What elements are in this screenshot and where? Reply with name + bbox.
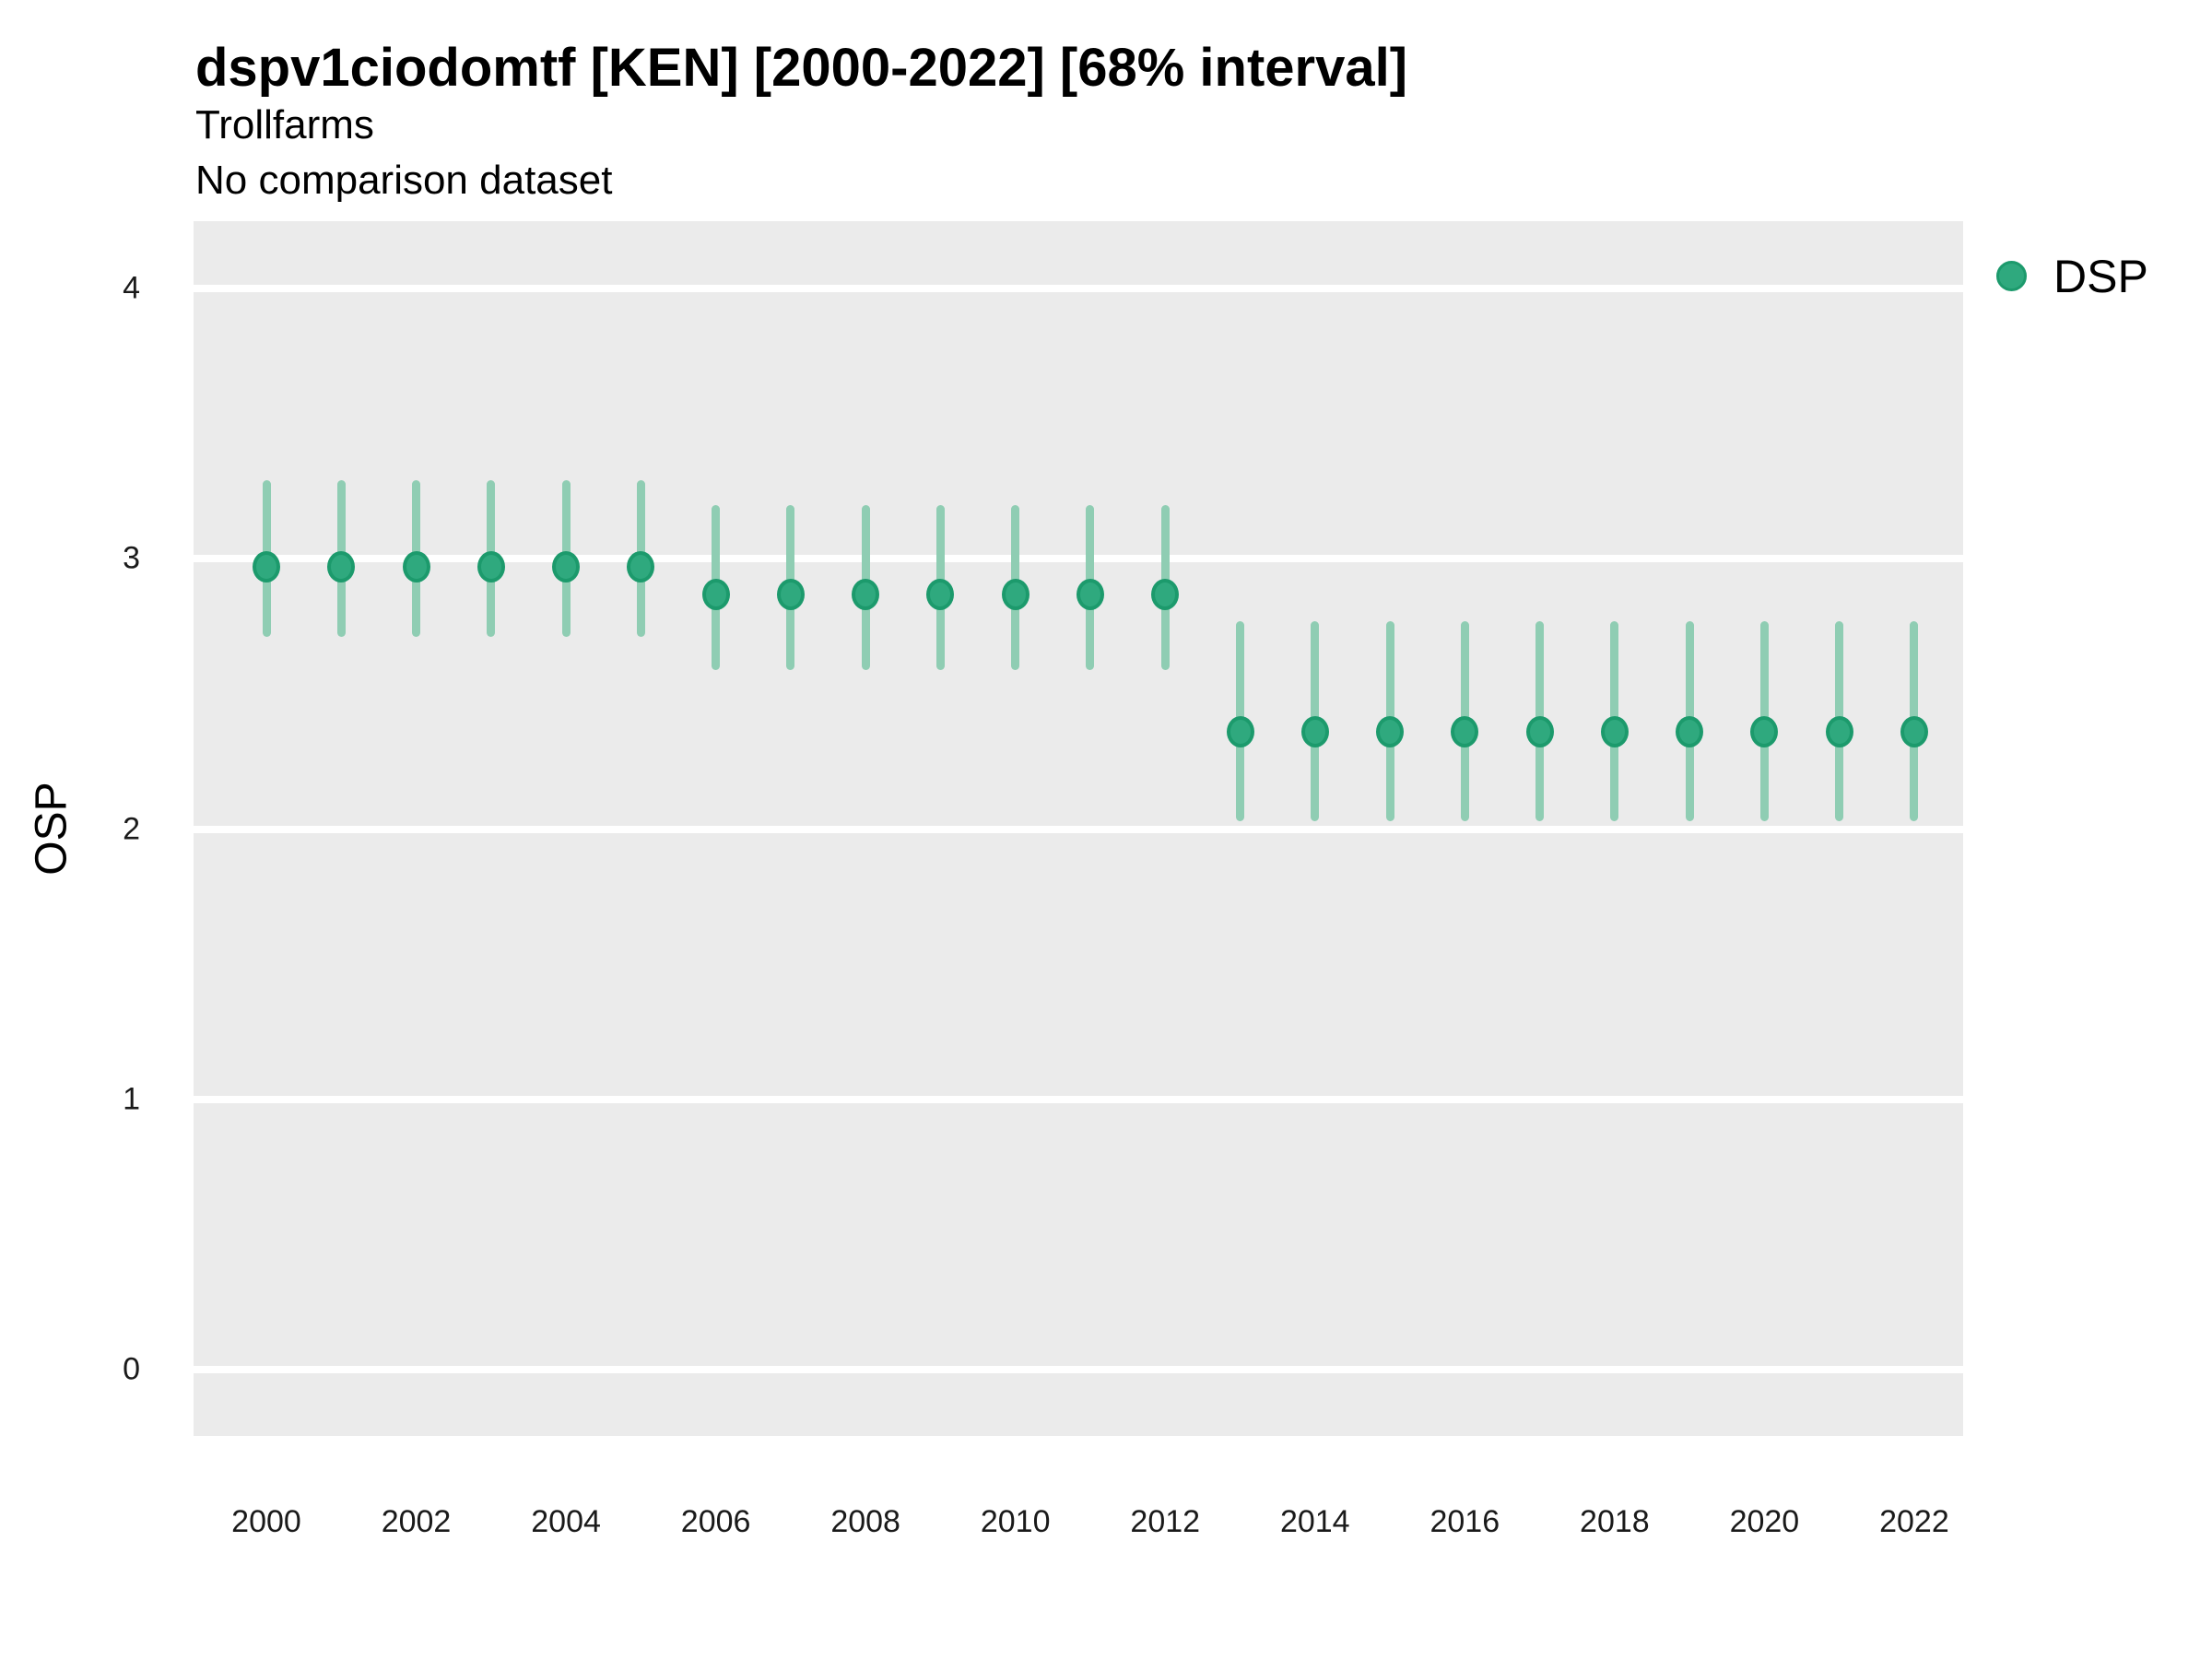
x-tick-label-2022: 2022 bbox=[1879, 1504, 1949, 1539]
x-tick-label-2016: 2016 bbox=[1430, 1504, 1500, 1539]
data-point-2015 bbox=[1376, 716, 1405, 748]
data-point-2022 bbox=[1900, 716, 1928, 748]
data-point-2017 bbox=[1525, 716, 1554, 748]
data-point-2000 bbox=[253, 551, 280, 583]
data-point-2014 bbox=[1300, 716, 1329, 748]
x-tick-label-2006: 2006 bbox=[680, 1504, 751, 1539]
data-point-2007 bbox=[776, 578, 805, 610]
y-tick-label-1: 1 bbox=[123, 1081, 140, 1117]
data-point-2019 bbox=[1676, 716, 1704, 748]
data-point-2013 bbox=[1226, 716, 1254, 748]
x-tick-label-2014: 2014 bbox=[1279, 1504, 1350, 1539]
legend-dsp-marker-icon bbox=[1996, 261, 2027, 291]
gridline-y-4 bbox=[194, 285, 1963, 293]
data-point-2020 bbox=[1750, 716, 1779, 748]
y-tick-label-0: 0 bbox=[123, 1351, 140, 1387]
y-tick-label-4: 4 bbox=[123, 270, 140, 306]
chart-title: dspv1ciodomtf [KEN] [2000-2022] [68% int… bbox=[195, 38, 1408, 98]
x-tick-label-2000: 2000 bbox=[231, 1504, 301, 1539]
plot-area bbox=[194, 221, 1963, 1436]
gridline-y-2 bbox=[194, 825, 1963, 833]
data-point-2006 bbox=[701, 578, 730, 610]
data-point-2002 bbox=[402, 551, 430, 583]
legend-dsp-label: DSP bbox=[2053, 251, 2148, 302]
data-point-2021 bbox=[1825, 716, 1853, 748]
chart-comparison-note: No comparison dataset bbox=[195, 158, 613, 203]
x-tick-label-2010: 2010 bbox=[980, 1504, 1051, 1539]
data-point-2003 bbox=[477, 551, 505, 583]
data-point-2010 bbox=[1001, 578, 1030, 610]
data-point-2009 bbox=[926, 578, 955, 610]
data-point-2005 bbox=[627, 551, 655, 583]
data-point-2016 bbox=[1451, 716, 1479, 748]
x-tick-label-2008: 2008 bbox=[830, 1504, 900, 1539]
gridline-y-3 bbox=[194, 555, 1963, 563]
y-tick-label-3: 3 bbox=[123, 540, 140, 576]
data-point-2004 bbox=[552, 551, 581, 583]
data-point-2011 bbox=[1076, 578, 1104, 610]
data-point-2018 bbox=[1600, 716, 1629, 748]
gridline-y-0 bbox=[194, 1366, 1963, 1373]
x-tick-label-2018: 2018 bbox=[1580, 1504, 1650, 1539]
y-tick-label-2: 2 bbox=[123, 811, 140, 847]
x-tick-label-2020: 2020 bbox=[1729, 1504, 1800, 1539]
x-tick-label-2002: 2002 bbox=[381, 1504, 452, 1539]
data-point-2012 bbox=[1151, 578, 1180, 610]
data-point-2008 bbox=[852, 578, 880, 610]
x-tick-label-2012: 2012 bbox=[1130, 1504, 1201, 1539]
chart-subtitle: Trollfarms bbox=[195, 102, 374, 147]
data-point-2001 bbox=[327, 551, 356, 583]
x-tick-label-2004: 2004 bbox=[531, 1504, 601, 1539]
gridline-y-1 bbox=[194, 1095, 1963, 1103]
